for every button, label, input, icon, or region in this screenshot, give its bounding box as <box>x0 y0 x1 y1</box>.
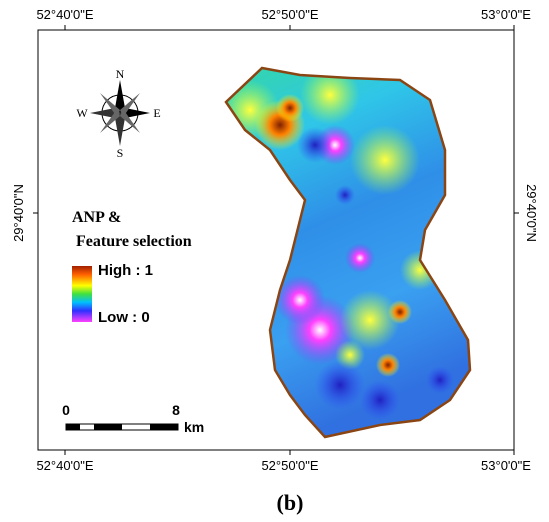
coord-label: 53°0'0"E <box>481 458 531 473</box>
legend-title: Feature selection <box>76 233 192 250</box>
compass-e: E <box>153 106 160 120</box>
legend-high: High : 1 <box>98 262 153 279</box>
coord-label: 52°50'0"E <box>261 7 318 22</box>
compass-s: S <box>117 146 124 160</box>
coord-label: 52°40'0"E <box>36 458 93 473</box>
tick-marks <box>33 25 519 455</box>
scale-end: 8 <box>172 402 180 418</box>
compass-rose: N S E W <box>76 67 160 160</box>
scale-bar <box>65 423 179 431</box>
coord-label: 29°40'0"N <box>11 184 26 242</box>
compass-n: N <box>116 67 125 81</box>
legend-title: ANP & <box>72 209 121 226</box>
coord-label: 52°40'0"E <box>36 7 93 22</box>
scale-start: 0 <box>62 402 70 418</box>
coord-label: 52°50'0"E <box>261 458 318 473</box>
scale-unit: km <box>184 419 204 435</box>
compass-w: W <box>76 106 88 120</box>
coord-label: 53°0'0"E <box>481 7 531 22</box>
legend-low: Low : 0 <box>98 309 150 326</box>
legend-ramp <box>72 266 92 322</box>
coord-label: 29°40'0"N <box>524 184 539 242</box>
caption: (b) <box>277 490 304 515</box>
